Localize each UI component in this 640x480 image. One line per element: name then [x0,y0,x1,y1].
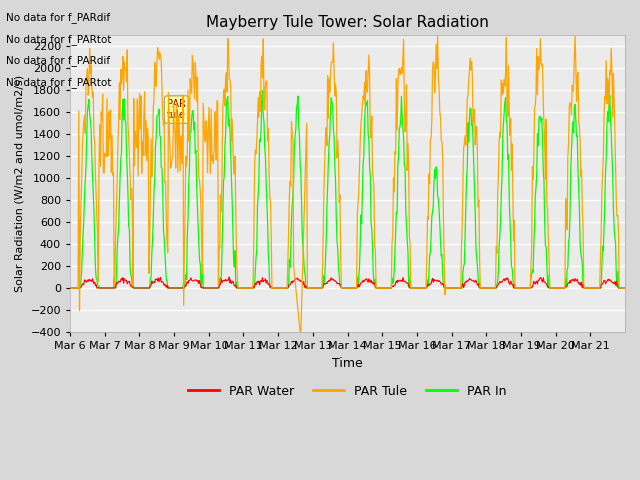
Text: No data for f_PARdif: No data for f_PARdif [6,55,111,66]
Text: No data for f_PARtot: No data for f_PARtot [6,77,112,88]
Text: PAR
tule: PAR tule [167,99,186,120]
Legend: PAR Water, PAR Tule, PAR In: PAR Water, PAR Tule, PAR In [183,380,512,403]
X-axis label: Time: Time [332,357,363,370]
Y-axis label: Solar Radiation (W/m2 and umol/m2/s): Solar Radiation (W/m2 and umol/m2/s) [15,75,25,292]
Text: No data for f_PARdif: No data for f_PARdif [6,12,111,23]
Title: Mayberry Tule Tower: Solar Radiation: Mayberry Tule Tower: Solar Radiation [206,15,489,30]
Text: No data for f_PARtot: No data for f_PARtot [6,34,112,45]
